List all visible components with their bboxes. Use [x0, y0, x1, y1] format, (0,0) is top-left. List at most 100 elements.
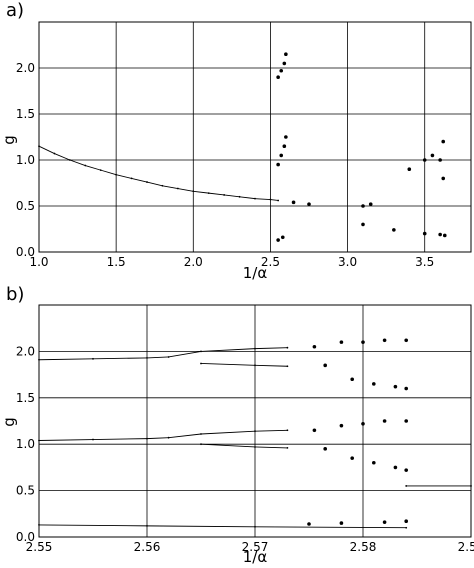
panel-b-series-segment [38, 524, 148, 527]
panel-a-ytick-label: 1.0 [16, 153, 35, 167]
panel-a-chaotic-point [276, 75, 280, 79]
panel-b-chaotic-point [361, 340, 365, 344]
panel-b-chaotic-point [382, 419, 387, 423]
panel-b-series-segment [254, 429, 288, 432]
panel-a-chaotic-point [438, 232, 442, 237]
panel-b-xtick-label: 2.56 [134, 540, 161, 554]
panel-a-xtick-label: 1.0 [29, 255, 48, 269]
panel-a-chaotic-point [392, 228, 396, 232]
panel-b-chaotic-point [312, 428, 317, 433]
panel-a-grid [38, 22, 471, 253]
panel-b-series-segment [254, 446, 288, 449]
panel-a-xtick-label: 3.0 [338, 255, 357, 269]
panel-b-chaotic-point [339, 521, 344, 525]
panel-a-chaotic-point [279, 153, 284, 158]
panel-b-chart: b) 2.55 2.56 2.57 2.58 2.59 0.0 0.5 1.0 1.5 2.0 1… [0, 284, 474, 566]
panel-b-chaotic-point [323, 447, 328, 451]
panel-a-chaotic-point [361, 222, 365, 227]
panel-a-chaotic-point [307, 202, 311, 206]
panel-a-chaotic-point [442, 233, 447, 238]
panel-a-chaotic-point [284, 135, 288, 139]
panel-a-xtick-label: 1.5 [107, 255, 126, 269]
panel-a-chaotic-point [280, 235, 285, 240]
panel-a-chaotic-point [276, 238, 280, 242]
panel-a-plot-area [38, 21, 472, 253]
panel-b-grid [38, 305, 472, 538]
panel-b-chaotic-point [350, 377, 355, 382]
panel-a-chaotic-point [368, 202, 373, 206]
panel-a-chaotic-point [407, 167, 412, 171]
panel-a-series-segment [85, 165, 101, 171]
panel-b-chaotic-point [339, 340, 344, 344]
panel-a-label: a) [6, 0, 24, 21]
panel-b-series-segment [168, 433, 202, 439]
panel-b-series-segment [146, 437, 169, 440]
panel-b-chaotic-point [404, 338, 409, 343]
panel-b-chaotic-point [350, 456, 355, 460]
panel-a-chaotic-point [430, 153, 435, 158]
panel-b-chaotic-point [361, 421, 365, 426]
panel-a-ytick-label: 2.0 [16, 61, 35, 75]
panel-a-chaotic-point [276, 162, 280, 167]
panel-b-series-segment [200, 348, 256, 352]
panel-b-data [38, 338, 472, 529]
panel-b-ylabel: g [0, 417, 18, 427]
panel-b-label: b) [6, 284, 24, 305]
panel-b-chaotic-point [307, 522, 311, 526]
panel-a-chaotic-point [291, 200, 296, 205]
panel-b-series-segment [200, 443, 256, 448]
panel-a-series-segment [239, 196, 256, 200]
panel-a-ytick-label: 1.5 [16, 107, 35, 121]
panel-a-ytick-label: 0.5 [16, 199, 35, 213]
panel-b-series-segment [168, 350, 202, 358]
panel-a-chaotic-point [441, 139, 446, 144]
panel-a-ticks: 1.0 1.5 2.0 2.5 3.0 3.5 0.0 0.5 1.0 1.5 2.0 [16, 61, 434, 269]
panel-b-chaotic-point [339, 423, 344, 428]
panel-a-xtick-label: 3.5 [415, 255, 434, 269]
panel-b-chaotic-point [393, 384, 398, 389]
panel-a-chaotic-point [284, 52, 288, 56]
panel-b-ytick-label: 1.5 [16, 391, 35, 405]
panel-b-chaotic-point [404, 519, 409, 524]
panel-b-series-segment [254, 526, 407, 529]
panel-a-series-segment [208, 192, 225, 196]
panel-a-series-segment [69, 159, 86, 166]
panel-b-chaotic-point [372, 382, 376, 386]
panel-b-ytick-label: 0.5 [16, 484, 35, 498]
panel-a-chaotic-point [361, 204, 365, 208]
panel-a-ylabel: g [0, 135, 18, 145]
panel-b-ytick-label: 2.0 [16, 344, 35, 358]
panel-a-chaotic-point [438, 158, 442, 162]
panel-a-xtick-label: 2.5 [261, 255, 280, 269]
panel-b-ytick-label: 0.0 [16, 530, 35, 544]
panel-b-xtick-label: 2.59 [458, 540, 474, 554]
panel-a-xlabel: 1/α [243, 264, 268, 282]
panel-b-series-segment [146, 525, 256, 528]
panel-a-series-segment [146, 181, 163, 187]
panel-b-chaotic-point [404, 419, 409, 423]
panel-b-chaotic-point [404, 386, 409, 391]
panel-b-xlabel: 1/α [243, 548, 268, 566]
panel-b-chaotic-point [382, 338, 387, 343]
panel-a-series-segment [254, 198, 271, 201]
panel-a-series-segment [162, 185, 178, 189]
panel-a-series-segment [177, 188, 194, 192]
panel-b-chaotic-point [404, 468, 409, 472]
panel-b-series-segment [200, 363, 256, 366]
panel-b-chaotic-point [372, 460, 376, 465]
panel-b-series-segment [38, 358, 94, 361]
panel-a-chaotic-point [282, 144, 287, 148]
panel-a-xtick-label: 2.0 [184, 255, 203, 269]
panel-a-chaotic-point [441, 176, 446, 181]
panel-b-xtick-label: 2.58 [350, 540, 377, 554]
panel-a-series-segment [270, 199, 279, 201]
panel-a-chaotic-point [422, 158, 427, 162]
panel-b-chaotic-point [382, 520, 387, 524]
panel-a-chaotic-point [282, 61, 287, 66]
panel-a-series-segment [193, 190, 209, 194]
panel-a-chaotic-point [422, 231, 427, 236]
panel-b-chaotic-point [312, 344, 317, 349]
panel-b-chaotic-point [323, 363, 328, 368]
panel-b-series-segment [92, 357, 148, 360]
